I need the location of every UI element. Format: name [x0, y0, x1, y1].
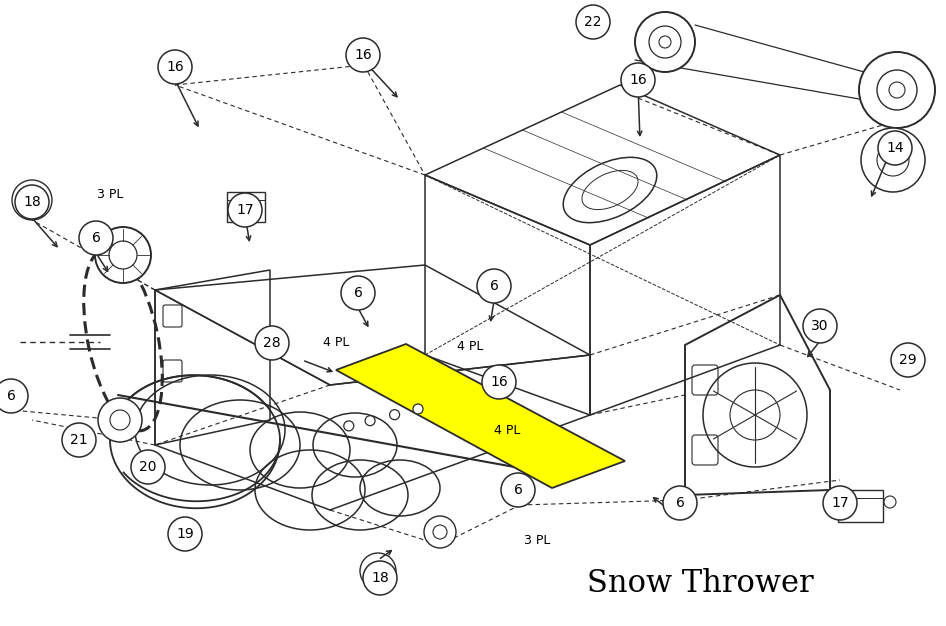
Circle shape — [649, 26, 681, 58]
Circle shape — [131, 450, 165, 484]
Circle shape — [703, 363, 807, 467]
Circle shape — [576, 5, 610, 39]
Text: 18: 18 — [371, 571, 389, 585]
Text: 21: 21 — [70, 433, 88, 447]
Circle shape — [477, 269, 511, 303]
Circle shape — [659, 36, 671, 48]
Text: 18: 18 — [23, 195, 41, 209]
Circle shape — [15, 185, 49, 219]
Text: 28: 28 — [263, 336, 281, 350]
Text: 6: 6 — [7, 389, 15, 403]
Circle shape — [878, 131, 912, 165]
Circle shape — [110, 410, 130, 430]
Circle shape — [95, 227, 151, 283]
Circle shape — [491, 292, 497, 298]
Circle shape — [371, 564, 385, 578]
Circle shape — [424, 516, 456, 548]
Text: 6: 6 — [92, 231, 100, 245]
Text: 6: 6 — [514, 483, 522, 497]
Circle shape — [803, 309, 837, 343]
Text: 20: 20 — [139, 460, 157, 474]
Circle shape — [255, 326, 289, 360]
Circle shape — [228, 193, 262, 227]
Circle shape — [24, 192, 40, 208]
Text: 16: 16 — [354, 48, 372, 62]
Text: 30: 30 — [812, 319, 829, 333]
Circle shape — [663, 486, 697, 520]
Text: 19: 19 — [176, 527, 194, 541]
Text: 17: 17 — [236, 203, 254, 217]
Circle shape — [877, 144, 909, 176]
Text: 16: 16 — [629, 73, 647, 87]
Text: 3 PL: 3 PL — [96, 188, 123, 202]
Text: 4 PL: 4 PL — [457, 341, 483, 354]
Text: 16: 16 — [490, 375, 508, 389]
Circle shape — [884, 496, 896, 508]
Text: Snow Thrower: Snow Thrower — [587, 568, 814, 598]
Text: 3 PL: 3 PL — [524, 533, 551, 546]
Circle shape — [98, 398, 142, 442]
Text: 17: 17 — [832, 496, 849, 510]
Circle shape — [823, 486, 857, 520]
Polygon shape — [336, 344, 625, 488]
Circle shape — [341, 276, 375, 310]
Circle shape — [861, 128, 925, 192]
Circle shape — [343, 421, 354, 431]
Circle shape — [433, 525, 447, 539]
Circle shape — [363, 561, 397, 595]
Circle shape — [635, 12, 695, 72]
Circle shape — [482, 365, 516, 399]
Circle shape — [859, 52, 935, 128]
Circle shape — [360, 553, 396, 589]
Circle shape — [877, 70, 917, 110]
Circle shape — [889, 82, 905, 98]
Circle shape — [346, 38, 380, 72]
Text: 6: 6 — [354, 286, 362, 300]
Circle shape — [891, 343, 925, 377]
Circle shape — [109, 241, 137, 269]
Circle shape — [62, 423, 96, 457]
Circle shape — [168, 517, 202, 551]
Circle shape — [390, 409, 399, 419]
Text: 29: 29 — [900, 353, 917, 367]
Text: 6: 6 — [490, 279, 499, 293]
Circle shape — [0, 379, 28, 413]
Circle shape — [365, 416, 375, 426]
Circle shape — [501, 473, 535, 507]
Circle shape — [158, 50, 192, 84]
Text: 6: 6 — [675, 496, 685, 510]
Circle shape — [12, 180, 52, 220]
Text: 4 PL: 4 PL — [323, 336, 349, 349]
Circle shape — [413, 404, 423, 414]
Text: 4 PL: 4 PL — [494, 424, 520, 436]
Circle shape — [515, 494, 521, 500]
Text: 16: 16 — [166, 60, 184, 74]
Text: 22: 22 — [585, 15, 602, 29]
Circle shape — [79, 221, 113, 255]
Text: 14: 14 — [886, 141, 903, 155]
Circle shape — [621, 63, 655, 97]
Circle shape — [496, 387, 502, 393]
Circle shape — [355, 292, 361, 298]
Circle shape — [730, 390, 780, 440]
Circle shape — [677, 507, 683, 513]
